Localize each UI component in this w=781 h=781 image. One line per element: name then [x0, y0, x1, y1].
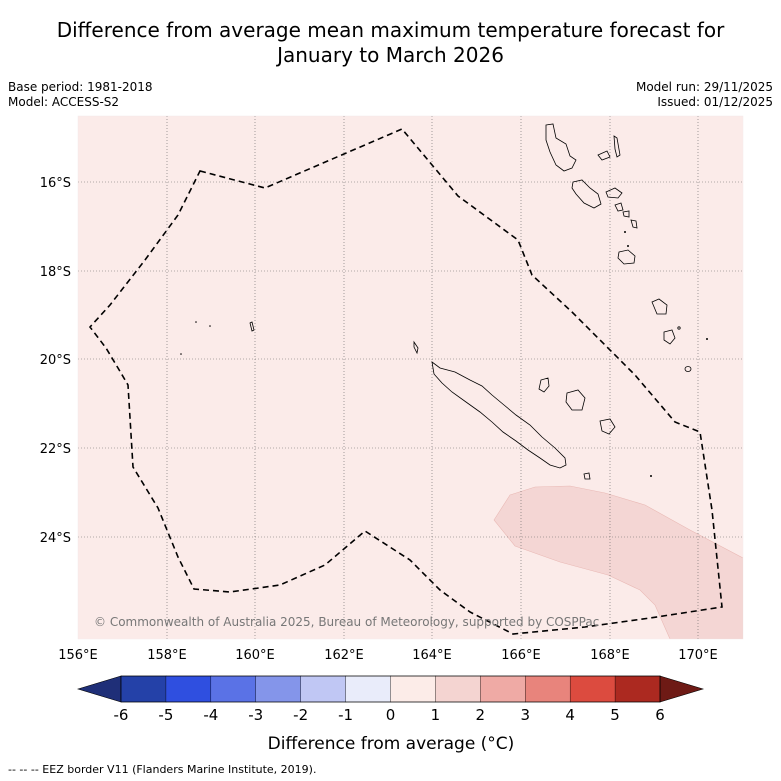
lon-tick: 166°E — [501, 648, 541, 663]
mare-island — [599, 418, 616, 435]
latitude-tick-labels: 16°S 18°S 20°S 22°S 24°S — [40, 176, 71, 546]
chesterfield-reef — [249, 321, 255, 332]
isle-of-pines — [583, 472, 591, 480]
colorbar-cell — [480, 675, 526, 703]
eez-border — [88, 128, 723, 635]
reef-dot-1 — [195, 321, 197, 323]
colorbar-tick-label: 5 — [610, 706, 620, 724]
lon-tick: 158°E — [147, 648, 187, 663]
futuna-island — [706, 338, 708, 340]
meta-right: Model run: 29/11/2025 Issued: 01/12/2025 — [636, 80, 773, 110]
anomaly-patch-1-to-2 — [493, 485, 743, 639]
reef-dot-2 — [209, 325, 211, 327]
issued-label: Issued: 01/12/2025 — [657, 95, 773, 109]
colorbar-tick-label: 1 — [431, 706, 441, 724]
colorbar-cell — [300, 675, 347, 703]
lifou-island — [565, 389, 586, 411]
colorbar-cell — [614, 675, 661, 703]
copyright-text: © Commonwealth of Australia 2025, Bureau… — [94, 615, 599, 629]
new-caledonia-island — [431, 361, 567, 469]
footer-note: -- -- -- EEZ border V11 (Flanders Marine… — [8, 763, 317, 776]
model-run-label: Model run: 29/11/2025 — [635, 80, 773, 94]
lon-tick: 164°E — [412, 648, 452, 663]
lat-tick: 16°S — [40, 176, 71, 191]
reef-dot-3 — [180, 353, 182, 355]
lat-tick: 20°S — [40, 353, 71, 368]
lat-tick: 24°S — [40, 531, 71, 546]
colorbar-cell — [120, 675, 167, 703]
meta-left: Base period: 1981-2018 Model: ACCESS-S2 — [8, 80, 153, 110]
colorbar-tick-label: 2 — [476, 706, 486, 724]
chart-title: Difference from average mean maximum tem… — [0, 18, 781, 68]
espiritu-santo-island — [545, 123, 577, 172]
ambrym-island — [605, 187, 623, 199]
colorbar-tick-label: 6 — [655, 706, 665, 724]
lon-tick: 156°E — [58, 648, 98, 663]
colorbar-cell — [210, 675, 257, 703]
chart-title-line-1: Difference from average mean maximum tem… — [56, 18, 725, 42]
maewo-island — [597, 150, 611, 161]
colorbar: -6 -5 -4 -3 -2 -1 0 1 2 3 4 5 6 Difference from aver… — [76, 675, 705, 754]
colorbar-cell — [525, 675, 571, 703]
islet-dot-2 — [627, 245, 629, 247]
colorbar-tick-label: -1 — [338, 706, 353, 724]
lon-tick: 170°E — [678, 648, 718, 663]
colorbar-cell — [435, 675, 482, 703]
pentecost-island — [613, 135, 621, 158]
malakula-island — [571, 179, 602, 209]
colorbar-tick-label: -4 — [203, 706, 218, 724]
colorbar-cell — [390, 675, 437, 703]
colorbar-tick-label: -5 — [158, 706, 173, 724]
lon-tick: 160°E — [235, 648, 275, 663]
efate-island — [617, 249, 636, 265]
colorbar-tick-label: -2 — [293, 706, 308, 724]
lat-tick: 22°S — [40, 442, 71, 457]
colorbar-under-arrow — [76, 675, 122, 703]
erromango-island — [651, 298, 668, 315]
map-frame — [77, 115, 744, 640]
chart-title-line-2: January to March 2026 — [277, 43, 504, 67]
aniwa-island — [677, 326, 681, 330]
base-period-label: Base period: 1981-2018 — [8, 80, 153, 94]
colorbar-cell — [255, 675, 302, 703]
colorbar-tick-label: -6 — [114, 706, 129, 724]
longitude-tick-labels: 156°E 158°E 160°E 162°E 164°E 166°E 168°… — [58, 648, 718, 663]
colorbar-tick-label: 3 — [520, 706, 530, 724]
model-label: Model: ACCESS-S2 — [8, 95, 120, 109]
epi-island — [614, 202, 624, 212]
colorbar-tick-label: 4 — [565, 706, 575, 724]
lat-tick: 18°S — [40, 265, 71, 280]
belep-islands — [413, 340, 419, 355]
colorbar-cell — [569, 675, 616, 703]
lon-tick: 162°E — [324, 648, 364, 663]
tongoa-island — [622, 210, 630, 218]
walpole-island — [650, 475, 652, 477]
shepherd-islands — [630, 219, 638, 229]
tanna-island — [663, 329, 676, 345]
colorbar-tick-label: 0 — [386, 706, 396, 724]
lon-tick: 168°E — [590, 648, 630, 663]
map-gridlines — [78, 116, 743, 639]
aneityum-island — [684, 366, 692, 372]
colorbar-cell — [345, 675, 392, 703]
islet-dot-1 — [624, 231, 626, 233]
colorbar-over-arrow — [659, 675, 705, 703]
colorbar-cell — [165, 675, 212, 703]
colorbar-outline — [120, 675, 661, 703]
colorbar-tick-label: -3 — [248, 706, 263, 724]
ouvea-island — [538, 377, 550, 393]
colorbar-title: Difference from average (°C) — [268, 734, 515, 754]
